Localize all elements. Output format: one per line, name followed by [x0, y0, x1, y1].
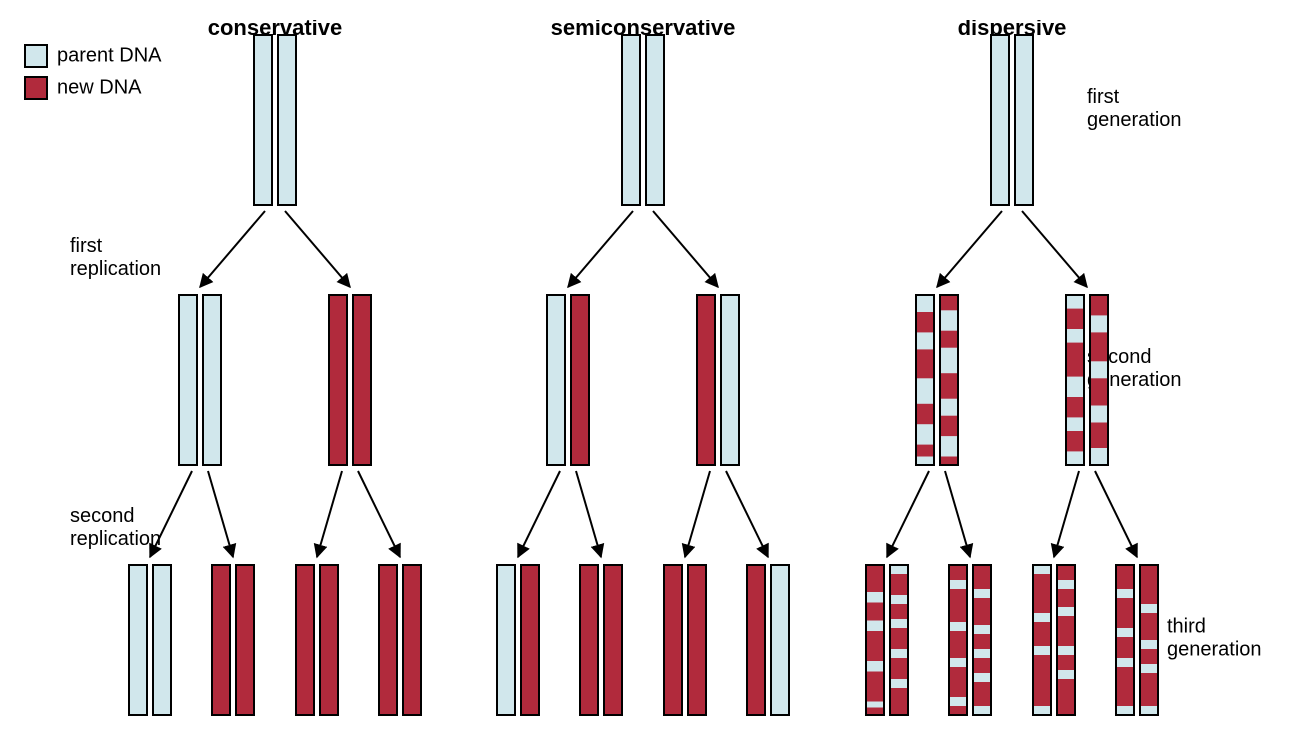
arrow	[1054, 471, 1079, 557]
dispersive-gen2-0-strand-left	[916, 295, 934, 466]
legend-label-new: new DNA	[57, 77, 142, 99]
arrow	[208, 471, 233, 557]
conservative-gen1-strand-right	[278, 35, 296, 205]
semiconservative-gen2-1-strand-right	[721, 295, 739, 465]
semiconservative-gen3-3-strand-right	[771, 565, 789, 715]
dispersive-gen1-strand-right	[1015, 35, 1033, 205]
column-title-conservative: conservative	[208, 20, 343, 40]
dispersive-gen2-0-strand-right	[940, 295, 958, 466]
arrow	[317, 471, 342, 557]
semiconservative-gen3-1-strand-left	[580, 565, 598, 715]
dispersive-gen3-0-strand-right	[890, 565, 908, 716]
label-first-generation: firstgeneration	[1087, 86, 1182, 131]
arrow	[200, 211, 265, 287]
conservative-gen2-1-strand-left	[329, 295, 347, 465]
conservative-gen3-0-strand-right	[153, 565, 171, 715]
legend-swatch-new	[25, 77, 47, 99]
dispersive-gen2-1-strand-right	[1090, 295, 1108, 466]
dispersive-gen3-3-strand-right	[1140, 565, 1158, 716]
dna-replication-diagram: parent DNA new DNA conservative semiconserv…	[20, 20, 1278, 720]
conservative-gen3-1-strand-right	[236, 565, 254, 715]
arrow	[945, 471, 970, 557]
conservative-gen3-2-strand-left	[296, 565, 314, 715]
conservative-gen2-0-strand-right	[203, 295, 221, 465]
semiconservative-gen2-0-strand-right	[571, 295, 589, 465]
arrow	[568, 211, 633, 287]
dispersive-gen3-3-strand-left	[1116, 565, 1134, 716]
dispersive-gen3-0-strand-left	[866, 565, 884, 716]
label-second-replication: secondreplication	[70, 505, 161, 550]
semiconservative-gen2-0-strand-left	[547, 295, 565, 465]
conservative-gen3-2-strand-right	[320, 565, 338, 715]
semiconservative-gen3-3-strand-left	[747, 565, 765, 715]
dispersive-gen1-strand-left	[991, 35, 1009, 205]
semiconservative-gen2-1-strand-left	[697, 295, 715, 465]
conservative-gen3-3-strand-left	[379, 565, 397, 715]
arrow	[653, 211, 718, 287]
conservative-gen1-strand-left	[254, 35, 272, 205]
conservative-gen3-1-strand-left	[212, 565, 230, 715]
arrow	[937, 211, 1002, 287]
semiconservative-gen1-strand-right	[646, 35, 664, 205]
dispersive-gen3-1-strand-right	[973, 565, 991, 716]
semiconservative-gen3-0-strand-left	[497, 565, 515, 715]
dispersive-gen2-1-strand-left	[1066, 295, 1084, 466]
arrow	[685, 471, 710, 557]
column-title-semiconservative: semiconservative	[551, 20, 736, 40]
semiconservative-gen3-1-strand-right	[604, 565, 622, 715]
column-title-dispersive: dispersive	[958, 20, 1067, 40]
semiconservative-gen3-0-strand-right	[521, 565, 539, 715]
semiconservative-gen1-strand-left	[622, 35, 640, 205]
conservative-gen3-0-strand-left	[129, 565, 147, 715]
arrow	[358, 471, 400, 557]
arrow	[576, 471, 601, 557]
legend-label-parent: parent DNA	[57, 45, 162, 67]
dispersive-gen3-1-strand-left	[949, 565, 967, 716]
label-first-replication: firstreplication	[70, 235, 161, 280]
semiconservative-gen3-2-strand-left	[664, 565, 682, 715]
conservative-gen3-3-strand-right	[403, 565, 421, 715]
label-third-generation: thirdgeneration	[1167, 616, 1262, 661]
dispersive-gen3-2-strand-left	[1033, 565, 1051, 716]
conservative-gen2-0-strand-left	[179, 295, 197, 465]
arrow	[518, 471, 560, 557]
arrow	[726, 471, 768, 557]
arrow	[285, 211, 350, 287]
arrow	[1095, 471, 1137, 557]
conservative-gen2-1-strand-right	[353, 295, 371, 465]
arrow	[1022, 211, 1087, 287]
dispersive-gen3-2-strand-right	[1057, 565, 1075, 716]
legend-swatch-parent	[25, 45, 47, 67]
semiconservative-gen3-2-strand-right	[688, 565, 706, 715]
arrow	[887, 471, 929, 557]
arrow	[150, 471, 192, 557]
